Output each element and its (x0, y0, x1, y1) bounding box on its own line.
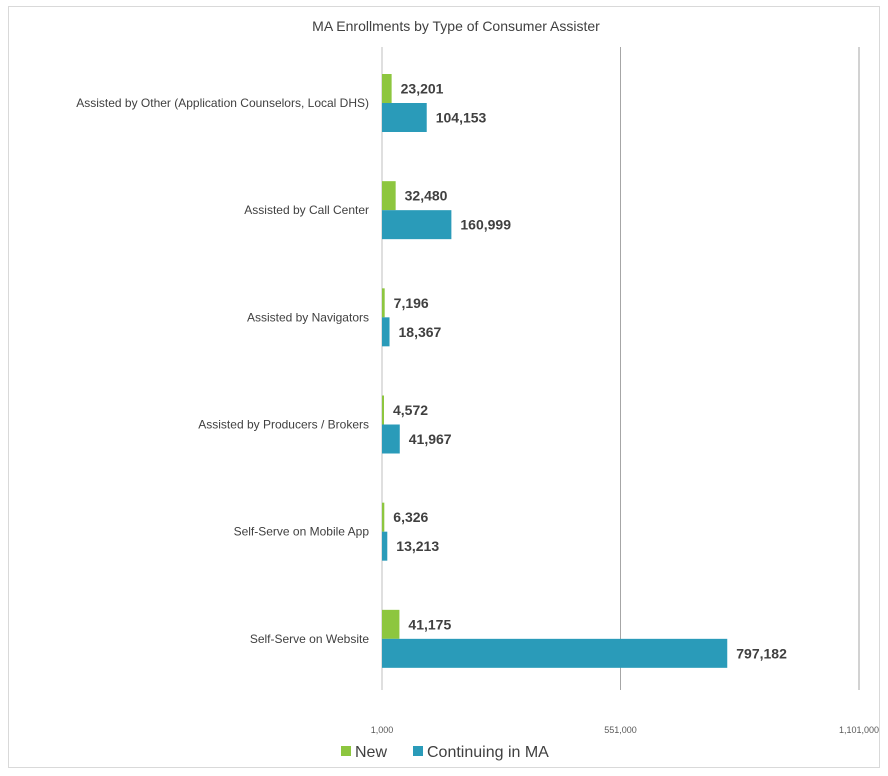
bar-continuing (382, 103, 427, 132)
bar-continuing (382, 317, 390, 347)
x-tick-label: 1,000 (371, 725, 394, 735)
x-tick-label: 1,101,000 (839, 725, 879, 735)
data-label-new: 6,326 (393, 509, 428, 525)
bars-layer (382, 74, 728, 668)
legend-label-continuing: Continuing in MA (427, 744, 549, 761)
grid-layer (381, 47, 860, 690)
legend-swatch-continuing (413, 746, 423, 756)
chart-svg: MA Enrollments by Type of Consumer Assis… (76, 18, 879, 761)
chart-frame: MA Enrollments by Type of Consumer Assis… (8, 6, 880, 768)
bar-new (382, 609, 400, 639)
bar-new (382, 288, 385, 318)
data-label-new: 41,175 (408, 616, 451, 632)
category-label: Assisted by Other (Application Counselor… (76, 96, 369, 110)
data-label-new: 32,480 (405, 188, 448, 204)
bar-continuing (382, 638, 728, 668)
x-tick-label: 551,000 (604, 725, 637, 735)
bar-new (382, 181, 396, 211)
legend-label-new: New (355, 744, 387, 761)
bar-continuing (382, 531, 388, 561)
data-label-continuing: 797,182 (736, 645, 787, 661)
legend: New Continuing in MA (341, 744, 549, 761)
data-label-continuing: 41,967 (409, 431, 452, 447)
data-label-new: 4,572 (393, 402, 428, 418)
legend-swatch-new (341, 746, 351, 756)
labels-layer: Assisted by Other (Application Counselor… (76, 81, 787, 662)
category-label: Assisted by Call Center (244, 203, 369, 217)
data-label-continuing: 160,999 (460, 217, 511, 233)
bar-new (382, 502, 385, 532)
category-label: Assisted by Producers / Brokers (198, 418, 369, 432)
bar-continuing (382, 210, 452, 240)
data-label-new: 7,196 (394, 295, 429, 311)
data-label-continuing: 13,213 (396, 538, 439, 554)
category-label: Self-Serve on Mobile App (234, 525, 370, 539)
data-label-continuing: 18,367 (399, 324, 442, 340)
bar-continuing (382, 424, 400, 454)
chart-title: MA Enrollments by Type of Consumer Assis… (312, 18, 600, 34)
data-label-continuing: 104,153 (436, 110, 487, 126)
category-label: Assisted by Navigators (247, 310, 369, 324)
bar-new (382, 395, 384, 425)
ticks-layer: 1,000 551,000 1,101,000 (371, 725, 879, 735)
category-label: Self-Serve on Website (250, 632, 369, 646)
bar-new (382, 74, 392, 103)
data-label-new: 23,201 (401, 81, 444, 97)
